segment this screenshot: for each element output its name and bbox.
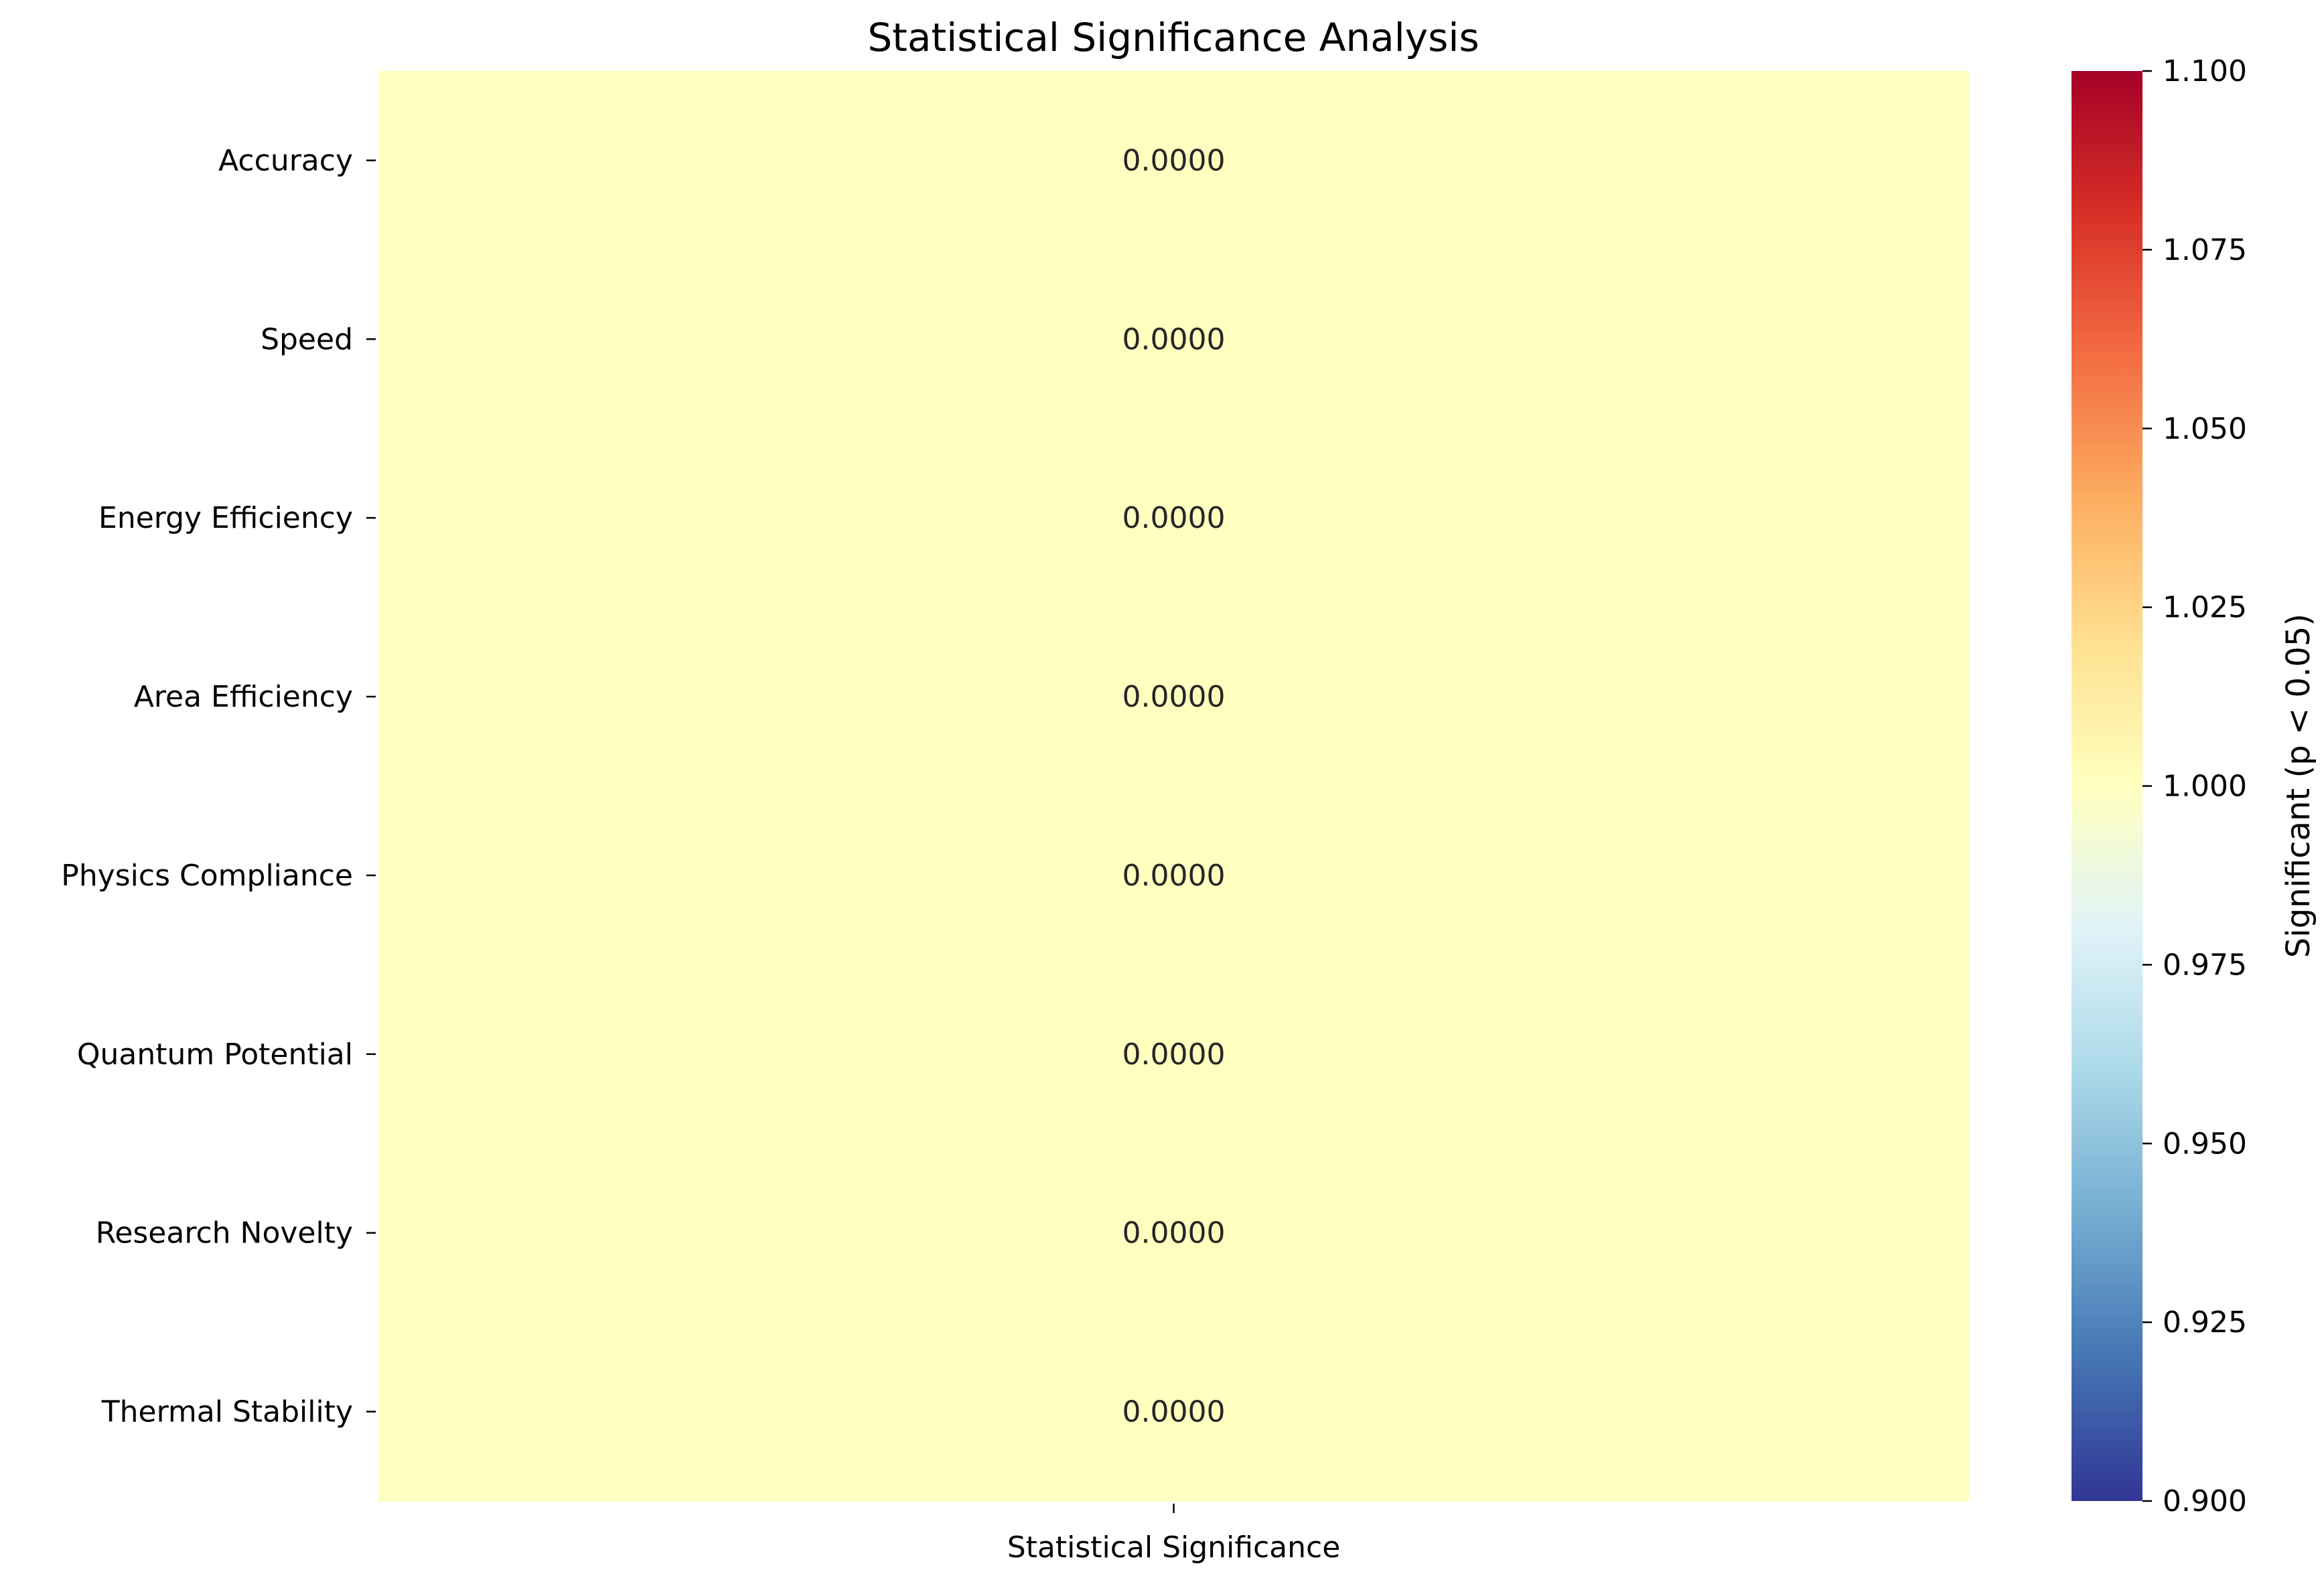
row-tick-label: Area Efficiency [134,680,353,714]
colorbar-tick-label: 0.950 [2163,1127,2247,1161]
colorbar-tick-label: 1.075 [2163,233,2247,267]
cell-annotation: 0.0000 [1122,501,1226,535]
colorbar [2072,71,2143,1501]
row-tick-label: Quantum Potential [77,1038,353,1072]
cell-annotation: 0.0000 [1122,680,1226,714]
cell-annotations: 0.0000 0.0000 0.0000 0.0000 0.0000 0.0000 0.00… [1122,143,1226,1429]
colorbar-tick-label: 1.025 [2163,591,2247,625]
heatmap-cell [378,1322,1969,1502]
cell-annotation: 0.0000 [1122,143,1226,177]
row-tick-label: Speed [261,322,353,356]
chart-title: Statistical Significance Analysis [867,15,1479,60]
column-tick-label: Statistical Significance [1007,1530,1341,1565]
colorbar-tick-label: 1.100 [2163,54,2247,88]
colorbar-tick-label: 1.050 [2163,412,2247,446]
heatmap-cell [378,786,1969,965]
colorbar-tick-label: 0.975 [2163,948,2247,982]
colorbar-ticks: 0.900 0.925 0.950 0.975 1.000 1.025 1.050 1.075… [2143,54,2247,1518]
heatmap-cell [378,607,1969,786]
heatmap-cell [378,964,1969,1144]
row-tick-label: Physics Compliance [61,859,353,893]
row-tick-label: Energy Efficiency [98,501,353,535]
row-tick-label: Thermal Stability [101,1395,353,1429]
row-tick-label: Accuracy [218,143,353,177]
cell-annotation: 0.0000 [1122,1395,1226,1429]
cell-annotation: 0.0000 [1122,1038,1226,1072]
heatmap-cell [378,249,1969,429]
row-tick-label: Research Novelty [96,1216,353,1250]
cell-annotation: 0.0000 [1122,859,1226,893]
column-tick-labels: Statistical Significance [1007,1504,1341,1565]
colorbar-label: Significant (p < 0.05) [2280,614,2317,958]
colorbar-tick-label: 0.900 [2163,1484,2247,1518]
cell-annotation: 0.0000 [1122,322,1226,356]
row-tick-labels: Accuracy Speed Energy Efficiency Area Effic… [61,143,376,1429]
colorbar-tick-label: 1.000 [2163,770,2247,804]
heatmap-cells [378,71,1969,1502]
heatmap-cell [378,428,1969,608]
colorbar-tick-label: 0.925 [2163,1305,2247,1340]
heatmap-cell [378,71,1969,251]
heatmap-cell [378,1143,1969,1323]
cell-annotation: 0.0000 [1122,1216,1226,1250]
